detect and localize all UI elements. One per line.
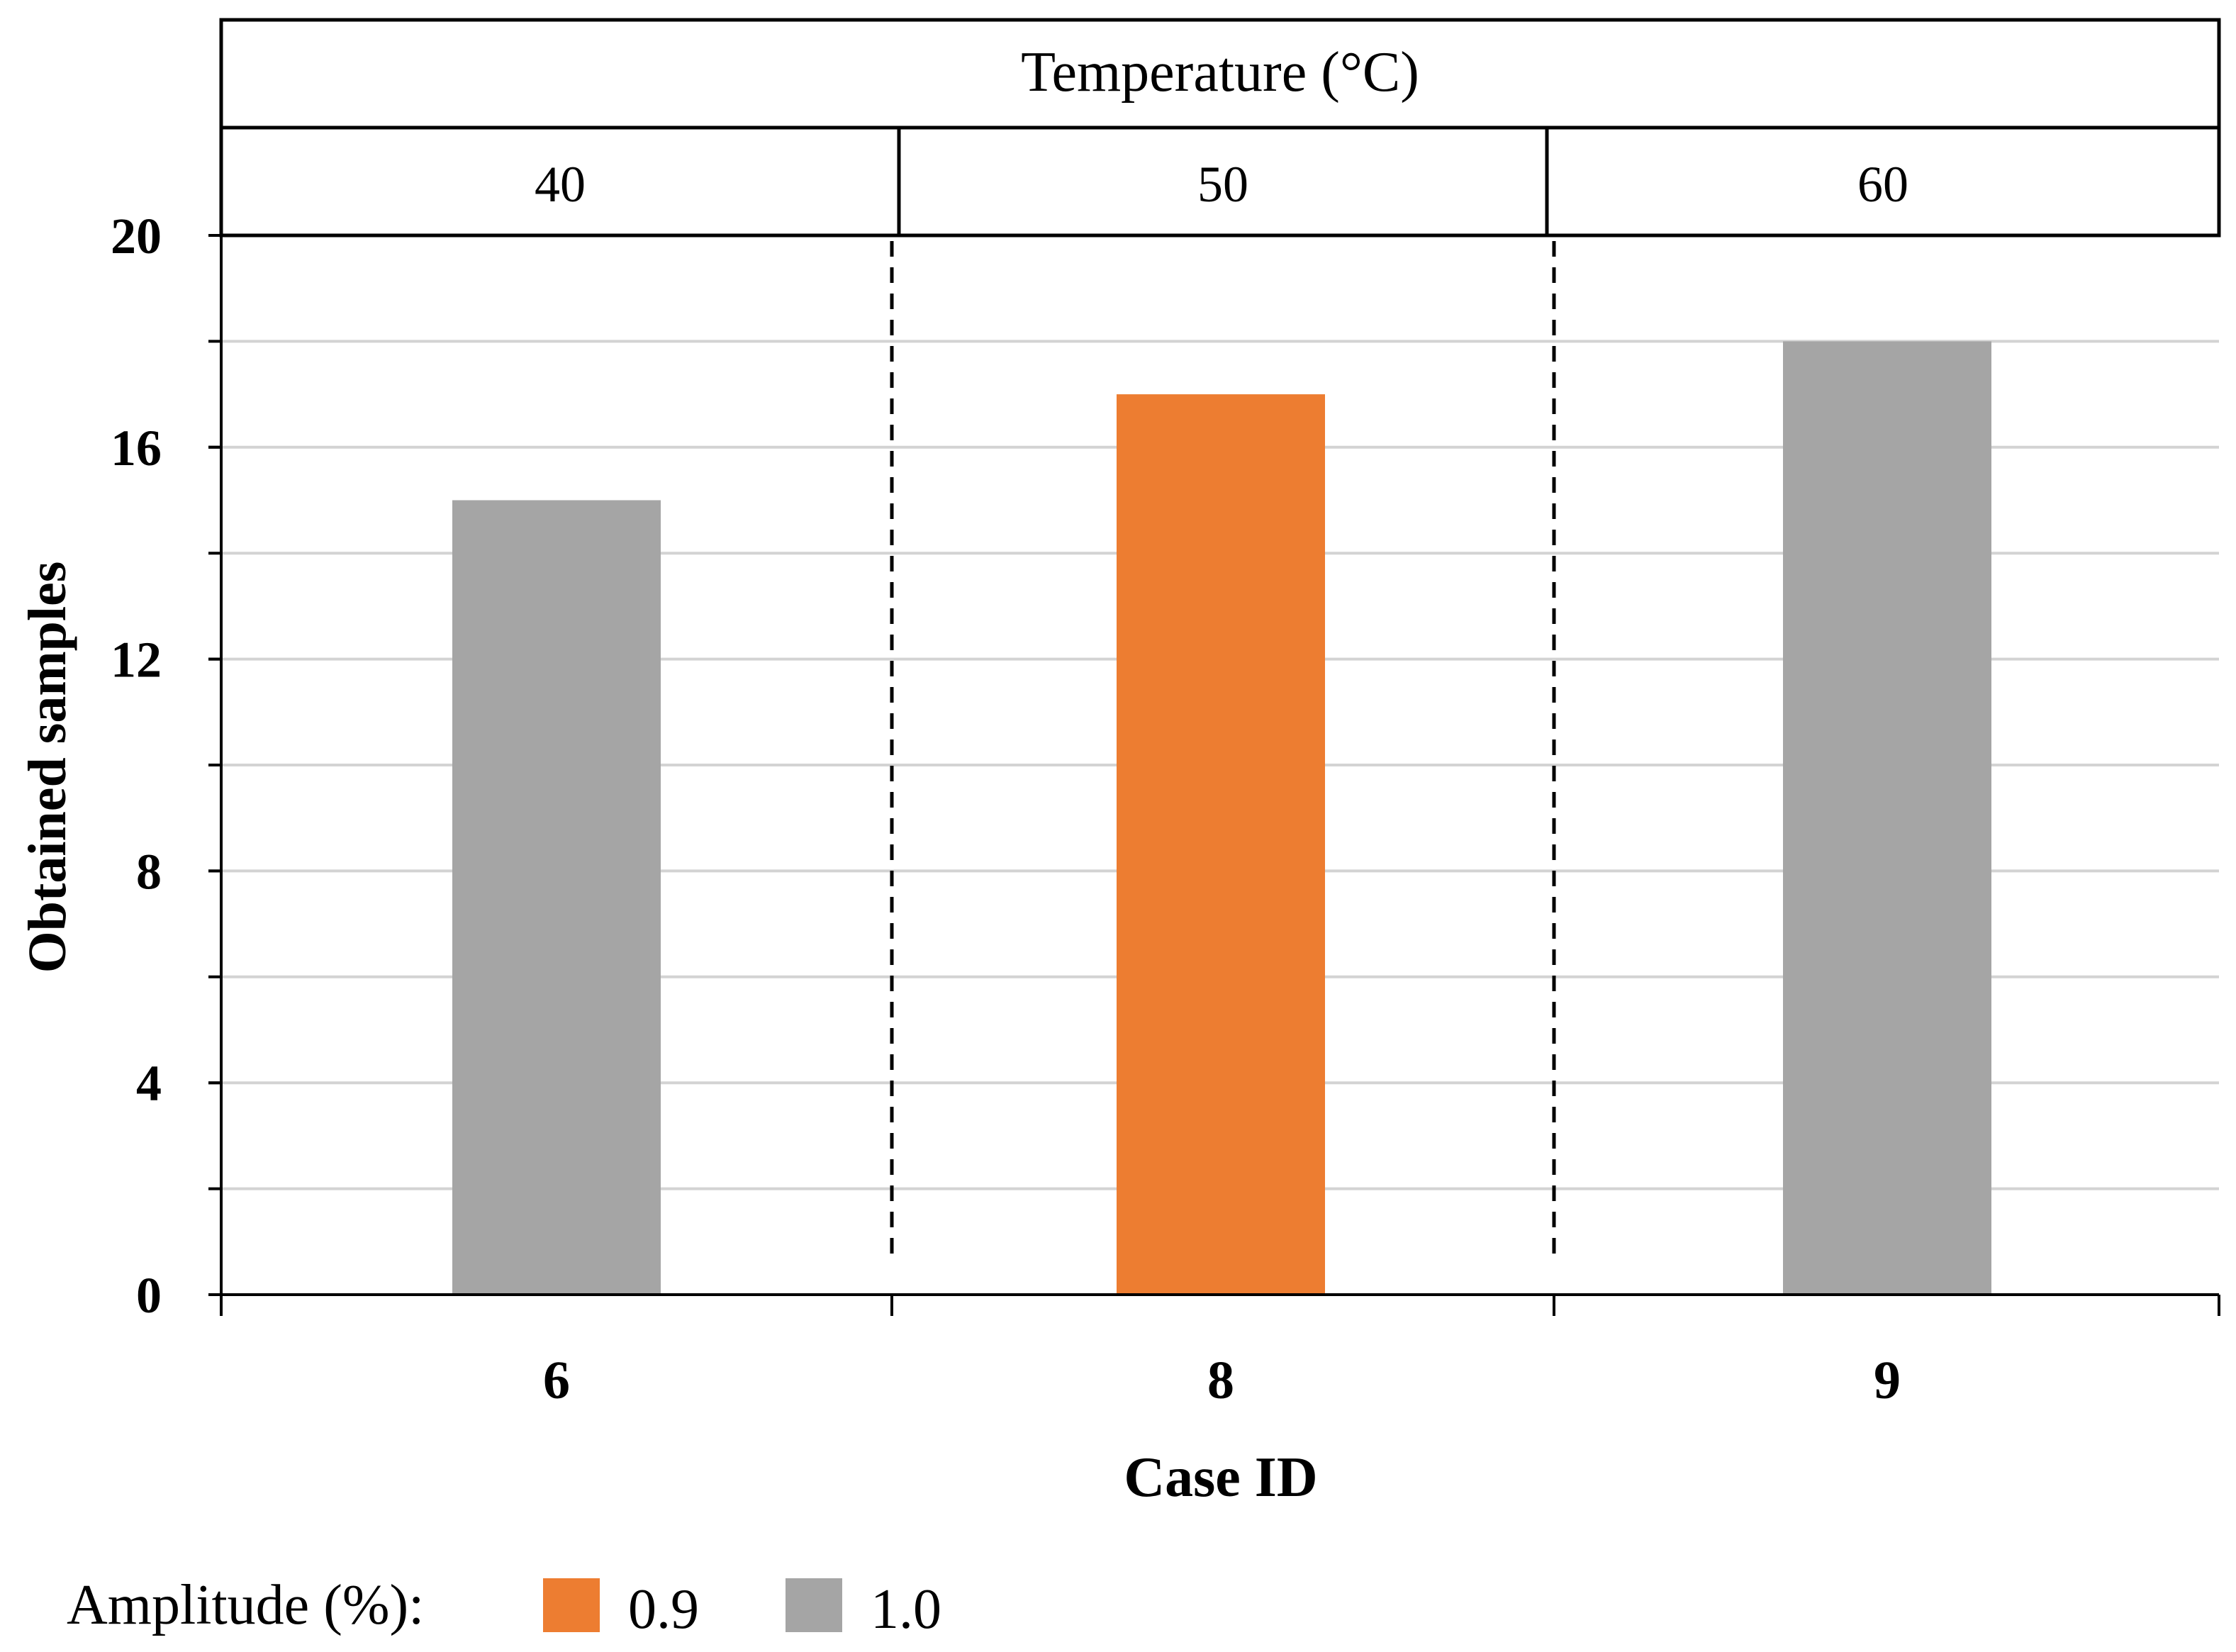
- header-title-cell: [219, 18, 2221, 130]
- legend-title: Amplitude (%):: [67, 1574, 424, 1636]
- x-axis-title: Case ID: [1124, 1446, 1317, 1509]
- x-tick-labels: 6 8 9: [543, 1351, 1901, 1410]
- legend: Amplitude (%): 0.9 1.0: [67, 1574, 941, 1641]
- legend-label-1.0: 1.0: [871, 1578, 941, 1641]
- y-tick-label: 12: [111, 632, 162, 688]
- group-dividers: [890, 241, 1556, 1259]
- y-tick-label: 20: [111, 208, 162, 264]
- header-group-label: 60: [1857, 156, 1908, 213]
- header-group-label: 50: [1197, 156, 1248, 213]
- bar-case-8: [1117, 394, 1325, 1295]
- y-tick-labels: 0 4 8 12 16 20: [111, 208, 162, 1324]
- temperature-header: Temperature (°C) 40 50 60: [219, 18, 2221, 238]
- header-group-label: 40: [535, 156, 586, 213]
- header-group-cell: [219, 125, 2221, 238]
- bar-case-6: [452, 500, 661, 1295]
- legend-swatch-1.0: [786, 1578, 842, 1632]
- legend-label-0.9: 0.9: [628, 1578, 699, 1641]
- bar-case-9: [1783, 341, 1991, 1295]
- legend-swatch-0.9: [543, 1578, 600, 1632]
- y-tick-label: 0: [136, 1267, 162, 1324]
- y-tick-label: 8: [136, 843, 162, 900]
- y-tick-label: 4: [136, 1055, 162, 1112]
- y-tick-label: 16: [111, 420, 162, 476]
- x-tick-label: 8: [1207, 1351, 1234, 1410]
- y-axis-title: Obtained samples: [18, 562, 77, 973]
- header-title: Temperature (°C): [1021, 41, 1419, 104]
- bars: [452, 341, 1991, 1295]
- x-tick-label: 6: [543, 1351, 570, 1410]
- x-tick-label: 9: [1874, 1351, 1901, 1410]
- axes: [208, 234, 2220, 1316]
